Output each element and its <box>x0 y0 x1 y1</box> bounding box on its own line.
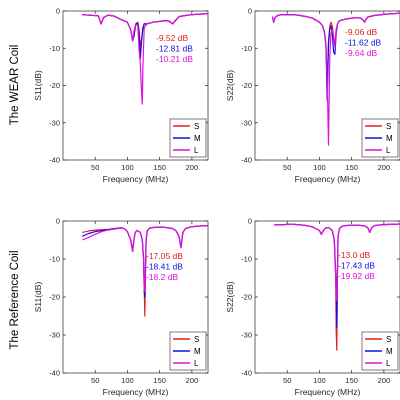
series-line-L <box>82 225 208 292</box>
y-tick-label: -30 <box>241 118 252 127</box>
y-tick-label: -40 <box>49 369 60 378</box>
y-tick-label: 0 <box>248 7 252 16</box>
legend-label-S: S <box>386 335 391 344</box>
annotation-L: -10.21 dB <box>156 54 193 64</box>
legend-label-M: M <box>386 134 393 143</box>
legend-label-L: L <box>194 359 199 368</box>
chart-panel-bottom-left: 0 -10 -20 -30 -40 50 100 150 200 Frequency (MHz) S… <box>33 217 209 397</box>
series-line-L <box>271 12 400 146</box>
y-tick-label: 0 <box>248 217 252 226</box>
annotation-L: -9.64 dB <box>345 48 377 58</box>
chart-panel-bottom-right: 0 -10 -20 -30 -40 50 100 150 200 Frequency (MHz) S… <box>225 217 400 397</box>
y-tick-label: -40 <box>49 156 60 165</box>
row-label-wear-coil: The WEAR Coil <box>9 45 21 126</box>
x-axis-label: Frequency (MHz) <box>295 387 361 397</box>
annotation-L: -18.2 dB <box>146 272 178 282</box>
x-tick-label: 150 <box>153 163 166 172</box>
legend-label-M: M <box>194 134 201 143</box>
y-tick-label: -20 <box>241 81 252 90</box>
x-tick-label: 100 <box>313 376 326 385</box>
y-tick-label: -10 <box>49 44 60 53</box>
y-tick-label: 0 <box>56 7 60 16</box>
y-tick-label: -30 <box>49 331 60 340</box>
y-axis-label: S11(dB) <box>33 282 43 313</box>
x-axis-label: Frequency (MHz) <box>103 387 169 397</box>
x-tick-label: 50 <box>91 163 99 172</box>
y-tick-label: -40 <box>241 369 252 378</box>
legend-label-S: S <box>194 335 199 344</box>
x-tick-label: 50 <box>283 376 291 385</box>
x-axis-label: Frequency (MHz) <box>103 174 169 184</box>
annotation-L: -19.92 dB <box>338 271 375 281</box>
x-tick-label: 50 <box>91 376 99 385</box>
x-tick-label: 100 <box>121 163 134 172</box>
chart-panel-top-left: 0 -10 -20 -30 -40 50 100 150 200 Frequency (MHz) S… <box>33 7 209 184</box>
x-tick-label: 50 <box>283 163 291 172</box>
legend-label-M: M <box>194 347 201 356</box>
legend-label-L: L <box>386 359 391 368</box>
y-tick-label: -20 <box>49 81 60 90</box>
y-tick-label: -10 <box>241 44 252 53</box>
annotation-M: -11.62 dB <box>345 38 382 48</box>
legend-label-S: S <box>194 122 199 131</box>
annotation-M: -17.43 dB <box>338 261 375 271</box>
x-tick-label: 200 <box>378 376 391 385</box>
y-tick-label: -20 <box>49 293 60 302</box>
legend-label-L: L <box>386 146 391 155</box>
chart-panel-top-right: 0 -10 -20 -30 -40 50 100 150 200 Frequency (MHz) S… <box>225 7 400 184</box>
annotation-M: -18.41 dB <box>146 262 183 272</box>
y-tick-label: 0 <box>56 217 60 226</box>
y-tick-label: -30 <box>241 331 252 340</box>
annotation-S: -9.06 dB <box>345 27 377 37</box>
y-tick-label: -30 <box>49 118 60 127</box>
legend-label-M: M <box>386 347 393 356</box>
y-tick-label: -10 <box>49 255 60 264</box>
annotation-S: -17.05 dB <box>146 251 183 261</box>
x-tick-label: 200 <box>378 163 391 172</box>
annotation-M: -12.81 dB <box>156 44 193 54</box>
x-tick-label: 200 <box>186 163 199 172</box>
series-line-L <box>274 223 400 302</box>
x-tick-label: 150 <box>345 376 358 385</box>
row-label-reference-coil: The Reference Coil <box>9 250 21 349</box>
x-tick-label: 200 <box>186 376 199 385</box>
annotation-S: -9.52 dB <box>156 33 188 43</box>
y-axis-label: S11(dB) <box>33 70 43 101</box>
y-tick-label: -20 <box>241 293 252 302</box>
legend-label-S: S <box>386 122 391 131</box>
x-axis-label: Frequency (MHz) <box>295 174 361 184</box>
series-line-L <box>82 13 208 105</box>
y-tick-label: -40 <box>241 156 252 165</box>
y-axis-label: S22(dB) <box>225 281 235 312</box>
y-tick-label: -10 <box>241 255 252 264</box>
x-tick-label: 100 <box>313 163 326 172</box>
legend-label-L: L <box>194 146 199 155</box>
x-tick-label: 150 <box>345 163 358 172</box>
y-axis-label: S22(dB) <box>225 70 235 101</box>
x-tick-label: 100 <box>121 376 134 385</box>
x-tick-label: 150 <box>153 376 166 385</box>
annotation-S: -13.0 dB <box>338 250 370 260</box>
